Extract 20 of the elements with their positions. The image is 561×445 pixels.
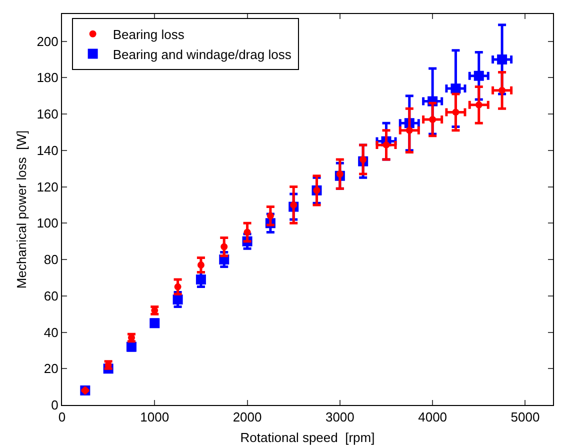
y-tick-label: 160: [36, 106, 58, 122]
x-tick-label: 4000: [418, 410, 448, 425]
x-tick-label: 5000: [510, 410, 540, 425]
y-tick-label: 80: [44, 252, 58, 268]
y-tick-label: 200: [36, 34, 58, 49]
x-tick-label: 1000: [140, 410, 170, 425]
y-tick-label: 120: [36, 179, 58, 194]
y-tick-label: 180: [36, 70, 58, 86]
y-tick-label: 140: [36, 142, 58, 158]
legend-label: Bearing and windage/drag loss: [112, 46, 292, 62]
y-tick-label: 20: [44, 361, 58, 376]
x-axis-title: Rotational speed [rpm]: [240, 430, 375, 445]
y-tick-label: 0: [51, 398, 58, 413]
y-tick-label: 60: [44, 288, 58, 304]
y-tick-label: 40: [44, 324, 58, 340]
y-axis-title: Mechanical power loss [W]: [14, 130, 29, 289]
x-tick-label: 3000: [325, 410, 354, 425]
legend-label: Bearing loss: [112, 26, 185, 42]
x-tick-label: 2000: [232, 410, 262, 425]
y-tick-label: 100: [36, 216, 58, 231]
